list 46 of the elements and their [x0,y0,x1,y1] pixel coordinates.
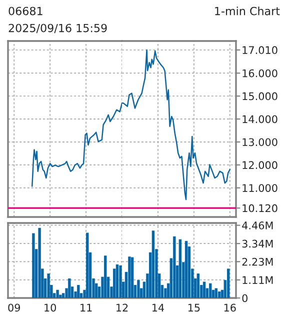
bar [77,284,80,298]
bar [137,280,140,298]
bar [152,230,155,298]
y-tick-label: 10.120 [242,204,278,212]
x-tick-label: 09 [8,304,20,312]
x-tick-label: 16 [224,304,236,312]
bar [56,290,59,298]
bar [227,268,230,298]
chart-title: 06681 [8,6,42,16]
bar [218,291,221,298]
y-tick-label: 0 [242,294,248,302]
bar [47,274,50,298]
bar [178,239,182,298]
y-tick-label: 1.11M [242,276,273,284]
text: 1-min Chart [215,6,280,16]
y-tick-label: 4.46M [242,222,273,230]
bar [196,274,200,298]
bar [86,232,89,298]
y-tick-label: 2.23M [242,258,273,266]
y-tick-label: 13.000 [242,138,278,146]
bar [32,233,35,298]
y-tick-label: 11.000 [242,184,278,192]
y-tick-label: 12.000 [242,161,278,170]
bar [209,283,212,298]
bar [116,264,119,298]
bar [104,256,107,298]
bar [173,236,176,298]
x-tick-label: 14 [152,304,164,312]
y-tick-label: 16.000 [242,69,278,78]
bar [214,288,218,298]
x-tick-label: 11 [80,304,92,312]
bar [38,228,41,298]
x-tick-label: 12 [116,304,128,312]
bar [130,257,134,298]
chart-subtitle: 2025/09/16 15:59 [8,24,107,34]
bar [184,240,188,298]
x-tick-label: 10 [44,304,56,312]
y-tick-label: 14.000 [242,115,278,124]
bar [202,282,206,298]
y-tick-label: 17.010 [242,46,278,54]
y-tick-label: 15.000 [242,92,278,100]
bar [128,256,131,298]
y-tick-label: 3.34M [242,240,273,248]
bar [113,268,116,298]
bar [68,278,71,298]
x-tick-label: 15 [188,304,200,312]
